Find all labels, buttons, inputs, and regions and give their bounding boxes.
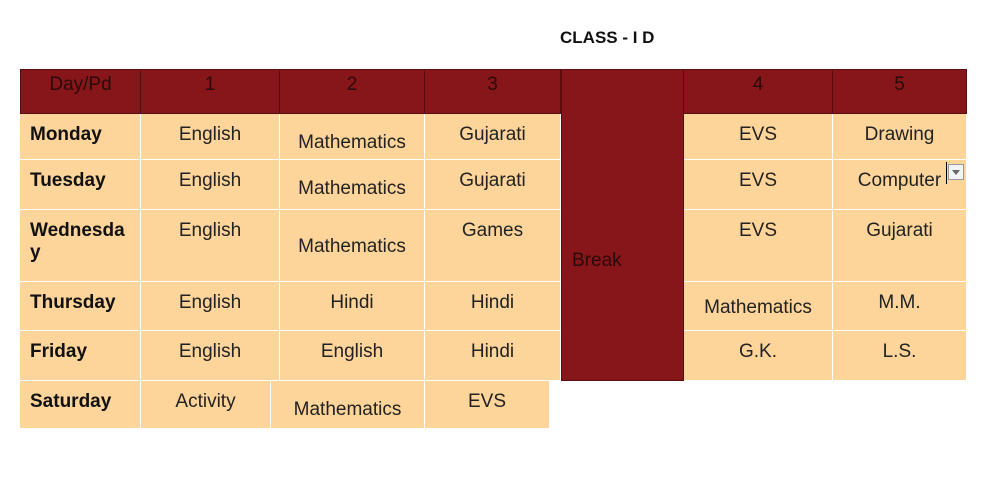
header-period-4[interactable]: 4	[684, 69, 833, 114]
cell-tuesday-4[interactable]: EVS	[684, 160, 833, 210]
header-period-1[interactable]: 1	[141, 69, 280, 114]
cell-saturday-2[interactable]: Mathematics	[271, 381, 425, 429]
cell-friday-3[interactable]: Hindi	[425, 331, 561, 381]
cell-wednesday-5[interactable]: Gujarati	[833, 210, 967, 282]
cell-thursday-2[interactable]: Hindi	[280, 282, 425, 331]
day-monday[interactable]: Monday	[20, 114, 141, 160]
cell-wednesday-1[interactable]: English	[141, 210, 280, 282]
day-thursday[interactable]: Thursday	[20, 282, 141, 331]
cell-friday-1[interactable]: English	[141, 331, 280, 381]
break-label: Break	[572, 250, 622, 271]
cell-thursday-3[interactable]: Hindi	[425, 282, 561, 331]
text-cursor	[946, 162, 947, 184]
cell-monday-1[interactable]: English	[141, 114, 280, 160]
header-period-2[interactable]: 2	[280, 69, 425, 114]
class-title: CLASS - I D	[560, 28, 655, 47]
header-day-period[interactable]: Day/Pd	[20, 69, 141, 114]
cell-monday-2[interactable]: Mathematics	[280, 114, 425, 160]
header-period-5[interactable]: 5	[833, 69, 967, 114]
cell-friday-4[interactable]: G.K.	[684, 331, 833, 381]
header-period-3[interactable]: 3	[425, 69, 561, 114]
cell-monday-3[interactable]: Gujarati	[425, 114, 561, 160]
cell-wednesday-4[interactable]: EVS	[684, 210, 833, 282]
cell-friday-2[interactable]: English	[280, 331, 425, 381]
cell-friday-5[interactable]: L.S.	[833, 331, 967, 381]
cell-saturday-3[interactable]: EVS	[425, 381, 550, 429]
break-column[interactable]: Break	[561, 69, 684, 381]
cell-thursday-5[interactable]: M.M.	[833, 282, 967, 331]
cell-tuesday-1[interactable]: English	[141, 160, 280, 210]
cell-thursday-4[interactable]: Mathematics	[684, 282, 833, 331]
day-tuesday[interactable]: Tuesday	[20, 160, 141, 210]
day-wednesday[interactable]: Wednesday	[20, 210, 141, 282]
cell-monday-5[interactable]: Drawing	[833, 114, 967, 160]
day-friday[interactable]: Friday	[20, 331, 141, 381]
cell-tuesday-5[interactable]: Computer	[833, 160, 967, 210]
cell-monday-4[interactable]: EVS	[684, 114, 833, 160]
cell-wednesday-2[interactable]: Mathematics	[280, 210, 425, 282]
cell-wednesday-3[interactable]: Games	[425, 210, 561, 282]
cell-saturday-1[interactable]: Activity	[141, 381, 271, 429]
day-saturday[interactable]: Saturday	[20, 381, 141, 429]
dropdown-arrow-icon[interactable]	[948, 164, 964, 180]
cell-thursday-1[interactable]: English	[141, 282, 280, 331]
cell-tuesday-2[interactable]: Mathematics	[280, 160, 425, 210]
cell-tuesday-3[interactable]: Gujarati	[425, 160, 561, 210]
